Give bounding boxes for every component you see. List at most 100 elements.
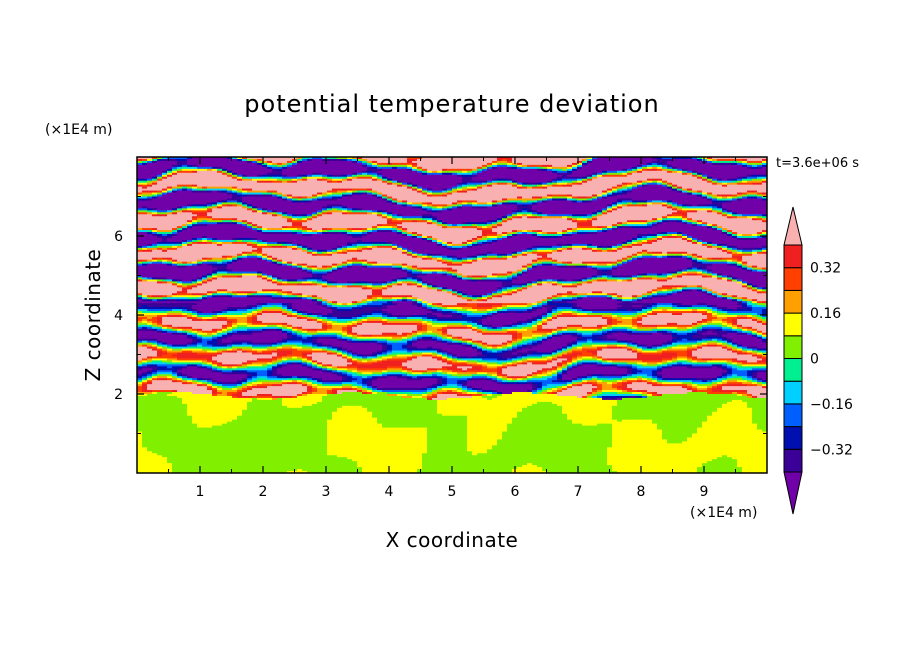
- heatmap-cell: [432, 204, 438, 207]
- heatmap-cell: [647, 164, 653, 168]
- heatmap-cell: [222, 160, 228, 164]
- heatmap-cell: [627, 162, 633, 166]
- heatmap-cell: [702, 180, 708, 184]
- heatmap-cell: [562, 160, 568, 164]
- heatmap-cell: [427, 196, 433, 200]
- heatmap-cell: [292, 160, 298, 164]
- heatmap-cell: [267, 166, 273, 170]
- heatmap-cell: [257, 226, 263, 229]
- heatmap-cell: [572, 178, 578, 182]
- heatmap-cell: [262, 224, 268, 227]
- heatmap-cell: [457, 220, 463, 223]
- heatmap-cell: [317, 192, 323, 196]
- heatmap-cell: [542, 176, 548, 180]
- heatmap-cell: [487, 194, 493, 198]
- heatmap-cell: [367, 164, 373, 168]
- heatmap-cell: [562, 230, 568, 233]
- heatmap-cell: [287, 182, 293, 186]
- heatmap-cell: [502, 222, 508, 225]
- heatmap-cell: [677, 216, 683, 219]
- heatmap-cell: [602, 216, 608, 219]
- heatmap-cell: [272, 160, 278, 164]
- heatmap-cell: [442, 228, 448, 231]
- heatmap-cell: [337, 220, 343, 223]
- heatmap-cell: [252, 204, 258, 207]
- heatmap-cell: [427, 218, 433, 221]
- heatmap-cell: [342, 220, 348, 223]
- heatmap-cell: [182, 210, 188, 213]
- heatmap-cell: [297, 160, 303, 164]
- heatmap-cell: [597, 210, 603, 213]
- heatmap-cell: [687, 214, 693, 217]
- heatmap-cell: [212, 232, 218, 235]
- heatmap-cell: [732, 192, 738, 196]
- heatmap-cell: [212, 166, 218, 170]
- heatmap-cell: [562, 226, 568, 229]
- heatmap-cell: [482, 234, 488, 237]
- heatmap-cell: [757, 170, 763, 174]
- heatmap-cell: [632, 200, 638, 204]
- heatmap-cell: [192, 208, 198, 211]
- heatmap-cell: [437, 228, 443, 231]
- heatmap-cell: [422, 158, 428, 162]
- heatmap-cell: [237, 182, 243, 186]
- heatmap-cell: [287, 190, 293, 194]
- heatmap-cell: [712, 206, 718, 209]
- heatmap-cell: [717, 174, 723, 178]
- heatmap-cell: [277, 180, 283, 184]
- heatmap-cell: [452, 232, 458, 235]
- heatmap-cell: [377, 228, 383, 231]
- heatmap-cell: [287, 202, 293, 206]
- heatmap-cell: [202, 208, 208, 211]
- heatmap-cell: [427, 228, 433, 231]
- heatmap-cell: [382, 208, 388, 211]
- heatmap-cell: [237, 170, 243, 174]
- heatmap-cell: [212, 158, 218, 162]
- heatmap-cell: [147, 182, 153, 186]
- heatmap-cell: [457, 174, 463, 178]
- heatmap-cell: [207, 168, 213, 172]
- heatmap-cell: [542, 224, 548, 227]
- heatmap-cell: [332, 180, 338, 184]
- heatmap-cell: [597, 218, 603, 221]
- heatmap-cell: [747, 172, 753, 176]
- heatmap-cell: [277, 212, 283, 215]
- heatmap-cell: [207, 174, 213, 178]
- heatmap-cell: [672, 220, 678, 223]
- heatmap-cell: [737, 220, 743, 223]
- heatmap-cell: [297, 208, 303, 211]
- heatmap-cell: [352, 218, 358, 221]
- heatmap-cell: [427, 174, 433, 178]
- heatmap-cell: [452, 234, 458, 237]
- heatmap-cell: [407, 180, 413, 184]
- heatmap-cell: [577, 200, 583, 204]
- heatmap-cell: [447, 230, 453, 233]
- heatmap-cell: [642, 212, 648, 215]
- heatmap-cell: [332, 157, 338, 160]
- heatmap-cell: [737, 194, 743, 198]
- heatmap-cell: [517, 196, 523, 200]
- heatmap-cell: [667, 208, 673, 211]
- heatmap-cell: [497, 180, 503, 184]
- heatmap-cell: [182, 188, 188, 192]
- heatmap-cell: [337, 224, 343, 227]
- heatmap-cell: [472, 182, 478, 186]
- heatmap-cell: [162, 182, 168, 186]
- heatmap-cell: [447, 214, 453, 217]
- heatmap-cell: [572, 230, 578, 233]
- heatmap-cell: [587, 228, 593, 231]
- heatmap-cell: [722, 172, 728, 176]
- heatmap-cell: [557, 192, 563, 196]
- heatmap-cell: [377, 182, 383, 186]
- heatmap-cell: [137, 200, 143, 204]
- heatmap-cell: [712, 208, 718, 211]
- heatmap-cell: [517, 224, 523, 227]
- heatmap-cell: [482, 164, 488, 168]
- heatmap-cell: [217, 182, 223, 186]
- heatmap-cell: [262, 166, 268, 170]
- heatmap-cell: [487, 172, 493, 176]
- heatmap-cell: [142, 234, 148, 237]
- heatmap-cell: [547, 218, 553, 221]
- heatmap-cell: [172, 198, 178, 202]
- heatmap-cell: [542, 190, 548, 194]
